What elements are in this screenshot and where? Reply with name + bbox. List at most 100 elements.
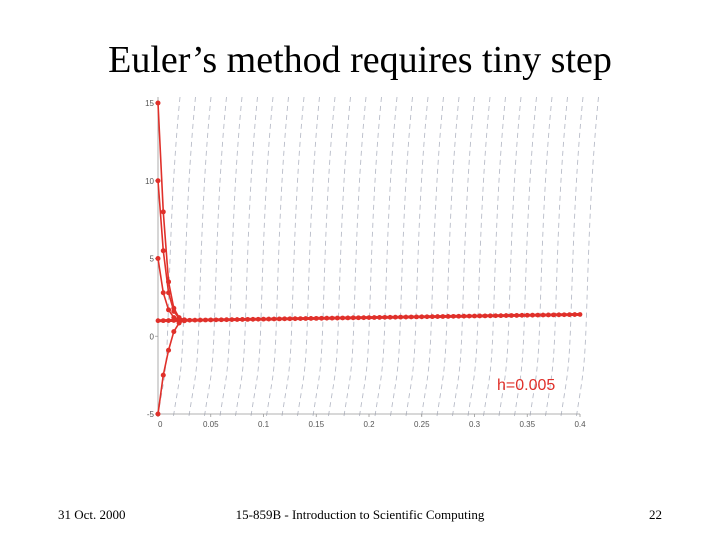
- equilibrium-point: [261, 316, 266, 322]
- equilibrium-point: [567, 312, 572, 318]
- x-tick-label: 0.3: [469, 420, 481, 429]
- equilibrium-point: [197, 317, 203, 323]
- equilibrium-point: [524, 312, 530, 318]
- equilibrium-point: [282, 316, 287, 322]
- equilibrium-point: [493, 313, 498, 319]
- y-tick-label: 10: [145, 177, 154, 186]
- equilibrium-point: [387, 314, 393, 320]
- equilibrium-point: [392, 314, 398, 320]
- field-line: [250, 96, 274, 417]
- direction-field: [157, 96, 599, 417]
- trajectory-point: [160, 290, 166, 296]
- trajectory-point: [155, 411, 161, 417]
- equilibrium-point: [187, 317, 193, 323]
- equilibrium-point: [408, 314, 414, 320]
- equilibrium-point: [561, 312, 567, 318]
- trajectory-point: [160, 248, 166, 254]
- equilibrium-point: [229, 317, 235, 323]
- equilibrium-point: [324, 315, 330, 321]
- field-line: [173, 96, 196, 417]
- field-line: [359, 96, 382, 417]
- field-line: [312, 96, 336, 417]
- field-line: [281, 96, 305, 417]
- equilibrium-point: [255, 316, 261, 322]
- field-line: [374, 96, 398, 417]
- equilibrium-point: [556, 312, 562, 318]
- equilibrium-point: [224, 317, 229, 323]
- equilibrium-point: [545, 312, 551, 318]
- equilibrium-point: [429, 314, 435, 320]
- trajectory-point: [171, 329, 177, 335]
- footer-page-number: 22: [649, 507, 662, 522]
- field-line: [188, 96, 212, 417]
- equilibrium-point: [377, 315, 382, 320]
- equilibrium-point: [514, 313, 520, 318]
- equilibrium-point: [218, 317, 224, 323]
- equilibrium-point: [292, 316, 298, 322]
- x-tick-labels: 0 0.05 0.1 0.15 0.2 0.25 0.3 0.35 0.4: [157, 414, 586, 429]
- equilibrium-point: [250, 316, 256, 322]
- trajectory-point: [181, 318, 187, 324]
- equilibrium-point: [208, 317, 214, 323]
- equilibrium-point: [419, 314, 425, 320]
- equilibrium-point: [303, 316, 309, 321]
- equilibrium-point: [203, 317, 208, 323]
- equilibrium-point: [313, 315, 319, 321]
- equilibrium-point: [234, 317, 240, 322]
- equilibrium-point: [382, 314, 388, 320]
- equilibrium-point: [271, 316, 277, 322]
- equilibrium-point: [403, 314, 409, 320]
- trajectory-point: [166, 290, 172, 296]
- y-tick-label: 0: [150, 332, 155, 341]
- equilibrium-point: [350, 315, 356, 321]
- equilibrium-point: [366, 315, 372, 320]
- equilibrium-point: [456, 313, 462, 319]
- x-tick-label: 0.1: [258, 420, 270, 429]
- equilibrium-point: [319, 315, 324, 321]
- x-tick-label: 0.35: [519, 420, 535, 429]
- footer-date: 31 Oct. 2000: [58, 507, 126, 522]
- field-line: [560, 96, 584, 417]
- equilibrium-point: [245, 316, 251, 322]
- equilibrium-point: [487, 313, 493, 319]
- equilibrium-point: [435, 314, 440, 319]
- trajectory-point: [155, 256, 161, 261]
- equilibrium-point: [472, 313, 477, 319]
- equilibrium-point: [540, 312, 546, 318]
- x-tick-label: 0: [158, 420, 163, 429]
- field-line: [452, 96, 475, 417]
- x-tick-label: 0.15: [308, 420, 324, 429]
- equilibrium-point: [482, 313, 488, 319]
- equilibrium-point: [440, 314, 446, 319]
- equilibrium-point: [451, 313, 456, 319]
- x-tick-label: 0.05: [203, 420, 219, 429]
- trajectories: [155, 100, 583, 417]
- equilibrium-point: [530, 312, 535, 318]
- equilibrium-point: [298, 316, 303, 322]
- field-line: [235, 96, 258, 417]
- equilibrium-point: [519, 312, 525, 318]
- equilibrium-point: [461, 313, 467, 319]
- equilibrium-point: [213, 317, 219, 323]
- field-line: [328, 96, 351, 417]
- equilibrium-point: [240, 317, 245, 322]
- equilibrium-point: [424, 314, 430, 320]
- trajectory-point: [166, 347, 172, 353]
- equilibrium-point: [572, 312, 578, 317]
- field-line: [529, 96, 553, 417]
- equilibrium-point: [287, 316, 293, 322]
- footer-course: 15-859B - Introduction to Scientific Com…: [235, 507, 485, 522]
- field-line: [266, 96, 289, 417]
- trajectory-point: [155, 100, 161, 106]
- equilibrium-point: [398, 314, 404, 320]
- field-line: [467, 96, 491, 417]
- trajectory-point: [171, 308, 177, 314]
- y-tick-label: -5: [147, 410, 155, 419]
- equilibrium-point: [155, 318, 161, 324]
- equilibrium-point: [192, 317, 198, 323]
- equilibrium-point: [503, 313, 509, 318]
- trajectory-point: [160, 209, 166, 215]
- field-line: [421, 96, 444, 417]
- step-size-annotation: h=0.005: [497, 377, 555, 394]
